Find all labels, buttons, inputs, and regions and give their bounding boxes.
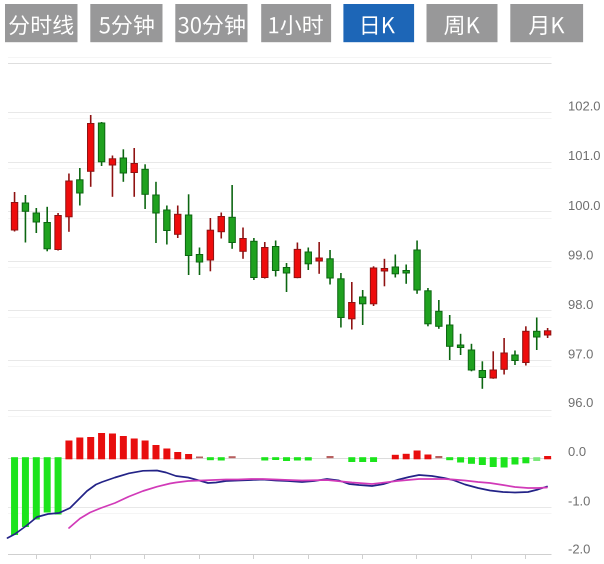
svg-text:0.0: 0.0	[568, 444, 586, 459]
svg-text:102.0: 102.0	[568, 99, 601, 114]
svg-text:100.0: 100.0	[568, 198, 601, 213]
svg-text:101.0: 101.0	[568, 148, 601, 163]
svg-text:99.0: 99.0	[568, 247, 593, 262]
svg-text:97.0: 97.0	[568, 347, 593, 362]
svg-text:96.0: 96.0	[568, 395, 593, 410]
svg-text:-2.0: -2.0	[568, 542, 590, 557]
svg-text:98.0: 98.0	[568, 297, 593, 312]
svg-text:-1.0: -1.0	[568, 494, 590, 509]
